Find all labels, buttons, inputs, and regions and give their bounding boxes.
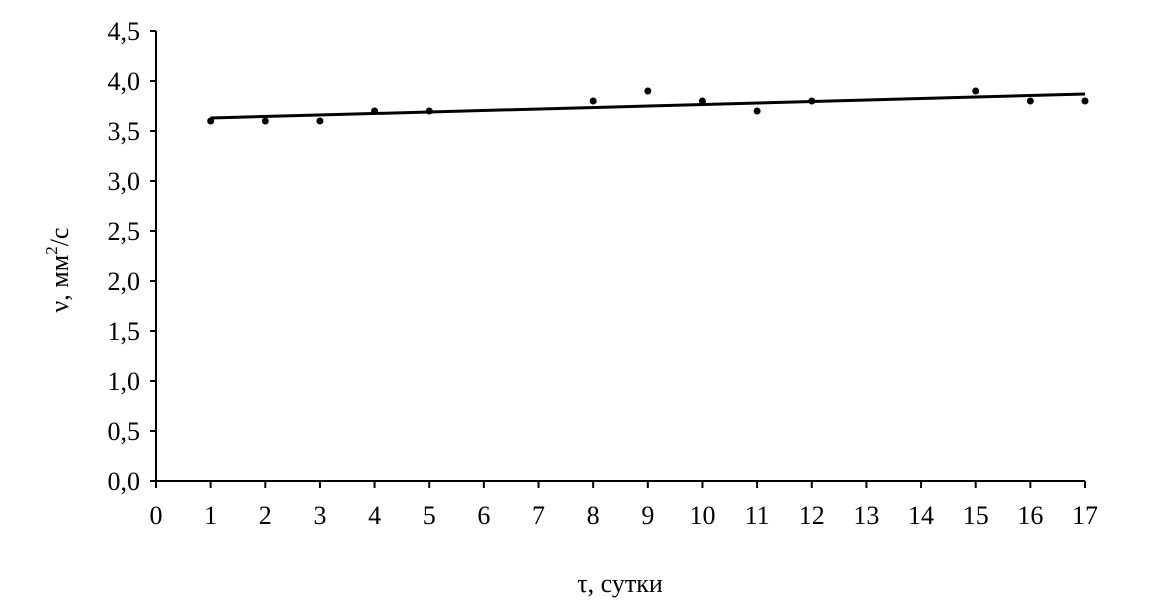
y-tick-label: 3,5 xyxy=(108,117,141,146)
y-tick-label: 0,0 xyxy=(108,467,141,496)
data-point xyxy=(972,87,980,95)
y-axis-title-main: ν, мм xyxy=(45,255,74,313)
y-tick-label: 1,0 xyxy=(108,367,141,396)
x-tick-label: 11 xyxy=(745,501,770,530)
x-axis-ticks: 0 1 2 3 4 5 6 7 8 9 10 11 12 13 14 15 16 17 xyxy=(150,481,1098,530)
data-point xyxy=(425,107,433,115)
data-point xyxy=(589,97,597,105)
x-axis-title: τ, сутки xyxy=(577,569,663,598)
x-tick-label: 17 xyxy=(1072,501,1098,530)
y-axis-title-sup: 2 xyxy=(42,246,61,255)
y-tick-label: 2,5 xyxy=(108,217,141,246)
x-tick-label: 15 xyxy=(963,501,989,530)
y-tick-label: 4,5 xyxy=(108,17,141,46)
y-tick-label: 2,0 xyxy=(108,267,141,296)
x-tick-label: 13 xyxy=(853,501,879,530)
x-tick-label: 2 xyxy=(259,501,272,530)
x-tick-label: 3 xyxy=(313,501,326,530)
data-point xyxy=(698,97,706,105)
data-point xyxy=(644,87,652,95)
y-tick-label: 4,0 xyxy=(108,67,141,96)
x-tick-label: 6 xyxy=(477,501,490,530)
y-tick-label: 1,5 xyxy=(108,317,141,346)
x-tick-label: 14 xyxy=(908,501,934,530)
data-point xyxy=(1081,97,1089,105)
x-tick-label: 1 xyxy=(204,501,217,530)
data-point xyxy=(753,107,761,115)
y-axis-ticks: 0,0 0,5 1,0 1,5 2,0 2,5 3,0 3,5 4,0 4,5 xyxy=(108,17,156,496)
x-tick-label: 0 xyxy=(150,501,163,530)
data-point xyxy=(261,117,269,125)
data-point xyxy=(316,117,324,125)
trend-line xyxy=(210,92,1086,120)
x-tick-label: 5 xyxy=(423,501,436,530)
y-axis-title: ν, мм2/с xyxy=(42,228,74,313)
x-tick-label: 7 xyxy=(532,501,545,530)
data-point xyxy=(808,97,816,105)
x-tick-label: 10 xyxy=(689,501,715,530)
x-tick-label: 12 xyxy=(799,501,825,530)
data-point xyxy=(1026,97,1034,105)
y-tick-label: 0,5 xyxy=(108,417,141,446)
y-tick-label: 3,0 xyxy=(108,167,141,196)
x-tick-label: 9 xyxy=(641,501,654,530)
x-tick-label: 16 xyxy=(1017,501,1043,530)
data-points xyxy=(207,87,1089,125)
y-axis-title-tail: /с xyxy=(45,228,74,247)
data-point xyxy=(371,107,379,115)
x-tick-label: 4 xyxy=(368,501,381,530)
x-tick-label: 8 xyxy=(587,501,600,530)
data-point xyxy=(207,117,215,125)
